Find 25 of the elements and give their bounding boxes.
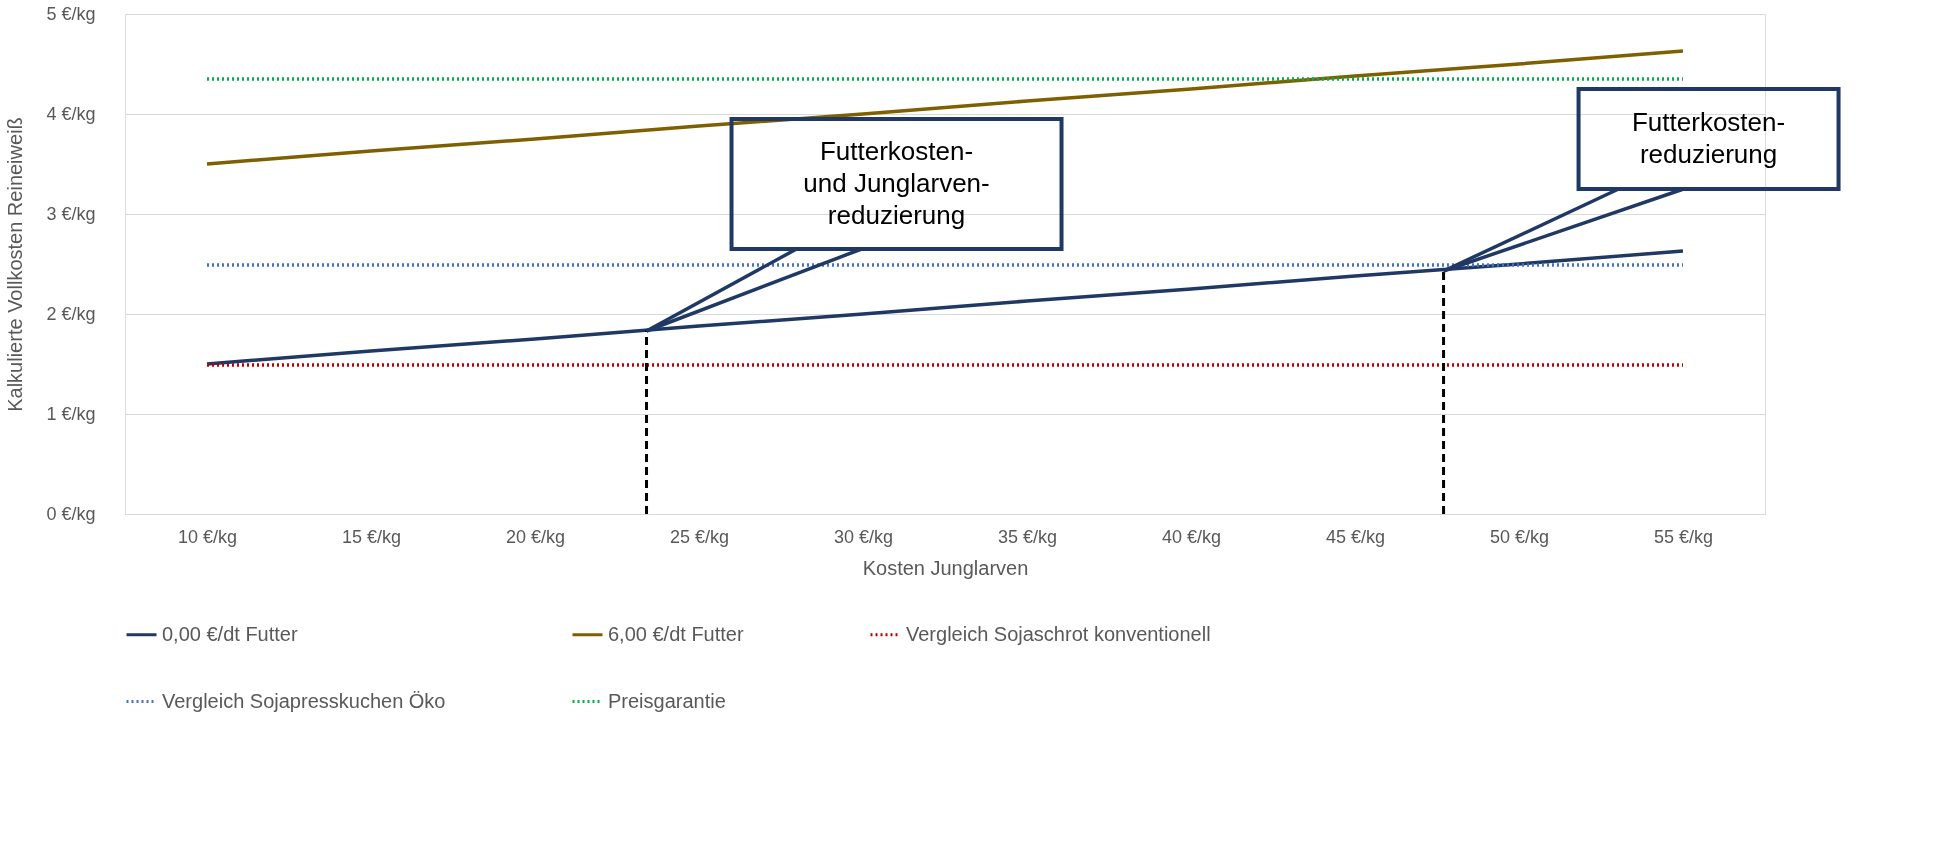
y-tick-label: 2 €/kg bbox=[46, 303, 96, 324]
x-tick-label: 30 €/kg bbox=[833, 526, 894, 547]
annotation: Futterkosten- und Junglarven- reduzierung bbox=[803, 136, 990, 230]
y-axis-title: Kalkulierte Vollkosten Reineiweiß bbox=[4, 117, 27, 412]
y-tick-label: 4 €/kg bbox=[46, 103, 96, 124]
legend-label: 0,00 €/dt Futter bbox=[162, 622, 298, 645]
x-tick-label: 15 €/kg bbox=[341, 526, 402, 547]
x-tick-label: 50 €/kg bbox=[1489, 526, 1550, 547]
y-tick-label: 0 €/kg bbox=[46, 503, 96, 524]
x-tick-label: 25 €/kg bbox=[669, 526, 730, 547]
legend-label: Preisgarantie bbox=[608, 689, 726, 712]
x-tick-label: 35 €/kg bbox=[997, 526, 1058, 547]
y-tick-label: 3 €/kg bbox=[46, 203, 96, 224]
legend-label: Vergleich Sojaschrot konventionell bbox=[906, 622, 1211, 645]
x-tick-label: 40 €/kg bbox=[1161, 526, 1222, 547]
legend-label: Vergleich Sojapresskuchen Öko bbox=[162, 689, 446, 712]
x-tick-label: 20 €/kg bbox=[505, 526, 566, 547]
x-tick-label: 55 €/kg bbox=[1653, 526, 1714, 547]
y-tick-label: 5 €/kg bbox=[46, 3, 96, 24]
annotation: Futterkosten- reduzierung bbox=[1631, 107, 1786, 169]
legend-label: 6,00 €/dt Futter bbox=[608, 622, 744, 645]
y-tick-label: 1 €/kg bbox=[46, 403, 96, 424]
x-tick-label: 45 €/kg bbox=[1325, 526, 1386, 547]
x-axis-title: Kosten Junglarven bbox=[862, 556, 1029, 579]
x-tick-label: 10 €/kg bbox=[177, 526, 238, 547]
